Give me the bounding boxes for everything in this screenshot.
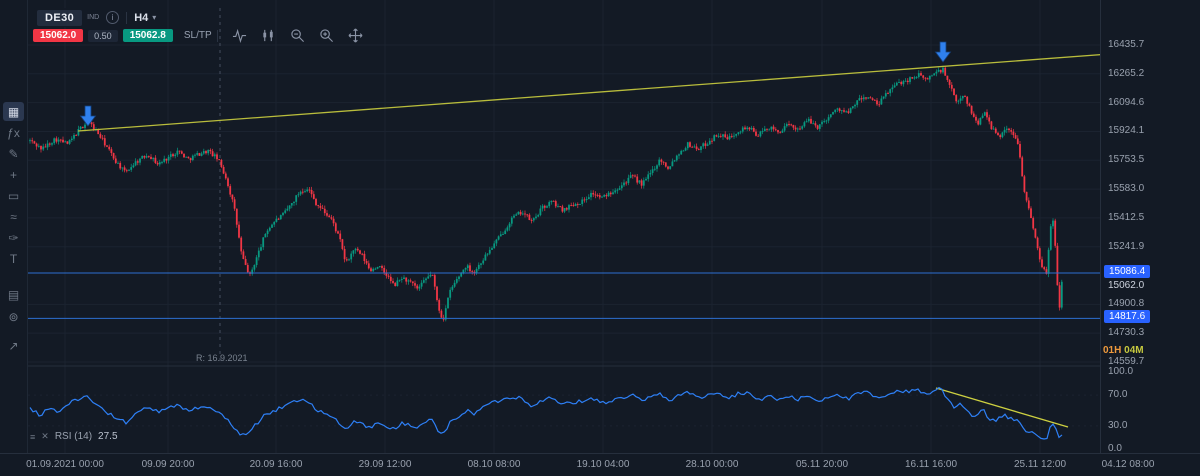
- rsi-tick-label: 70.0: [1108, 389, 1128, 401]
- level-price-label[interactable]: 15086.4: [1104, 265, 1151, 278]
- drawing-toolbar: ▦ ƒx ✎ + ▭ ≈ ✑ T ▤ ⊚ ↗: [0, 0, 28, 453]
- text-tool-icon[interactable]: T: [9, 251, 18, 266]
- candles-icon[interactable]: [261, 28, 276, 43]
- price-tick-label: 15753.5: [1108, 154, 1145, 166]
- pencil-tool-icon[interactable]: ✎: [8, 146, 19, 161]
- rsi-tick-label: 0.0: [1108, 443, 1122, 454]
- indicators-panel-icon[interactable]: ▤: [7, 287, 20, 302]
- price-tick-label: 14730.3: [1108, 327, 1145, 339]
- chart-layout-icon[interactable]: ▦: [3, 102, 24, 121]
- time-tick-label: 16.11 16:00: [904, 459, 958, 470]
- rsi-title-label: RSI (14): [54, 431, 93, 442]
- price-tick-label: 16265.2: [1108, 67, 1145, 79]
- divider: [216, 29, 218, 42]
- rsi-indicator-header: ≡ ✕ RSI (14) 27.5: [30, 431, 118, 442]
- price-tick-label: 14559.7: [1108, 356, 1145, 367]
- crosshair-tool-icon[interactable]: +: [9, 167, 17, 182]
- pan-icon[interactable]: [348, 28, 363, 43]
- price-axis[interactable]: 16435.7 16265.2 16094.6 15924.1 15753.5 15583…: [1100, 0, 1200, 454]
- time-tick-label: 01.09.2021 00:00: [26, 459, 104, 470]
- price-tick-label: 15412.5: [1108, 211, 1145, 223]
- wave-tool-icon[interactable]: ≈: [10, 209, 17, 224]
- countdown-hours: 01H: [1103, 345, 1122, 356]
- pulse-line-icon[interactable]: [232, 28, 247, 43]
- globe-tool-icon[interactable]: ⊚: [8, 309, 19, 324]
- time-tick-label: 28.10 00:00: [685, 459, 739, 470]
- share-tool-icon[interactable]: ↗: [8, 338, 19, 353]
- bar-countdown: 01H 04M: [1103, 345, 1144, 356]
- pen-tool-icon[interactable]: ✑: [8, 230, 19, 245]
- rsi-current-value: 27.5: [98, 431, 118, 442]
- countdown-minutes: 04M: [1124, 345, 1144, 356]
- spread-value: 0.50: [88, 29, 118, 42]
- price-tick-label: 16094.6: [1108, 96, 1145, 108]
- time-tick-label: 04.12 08:00: [1101, 459, 1155, 470]
- time-tick-label: 29.09 12:00: [358, 459, 412, 470]
- date-marker-label: R: 16.9.2021: [196, 353, 248, 363]
- symbol-type-label: IND: [87, 14, 100, 21]
- level-price-label[interactable]: 14817.6: [1104, 310, 1151, 324]
- menu-icon[interactable]: ≡: [30, 431, 36, 442]
- time-tick-label: 19.10 04:00: [576, 459, 630, 470]
- time-tick-label: 09.09 20:00: [141, 459, 195, 470]
- price-tick-label: 14900.8: [1108, 298, 1145, 310]
- current-price-label: 15062.0: [1108, 280, 1145, 292]
- timeframe-selector[interactable]: H4: [134, 11, 149, 24]
- rectangle-tool-icon[interactable]: ▭: [7, 188, 20, 203]
- sell-button[interactable]: 15062.0: [33, 29, 84, 42]
- price-tick-label: 15924.1: [1108, 125, 1145, 137]
- time-tick-label: 20.09 16:00: [249, 459, 303, 470]
- trade-bar: 15062.0 0.50 15062.8 SL/TP: [33, 28, 363, 43]
- zoom-in-icon[interactable]: [319, 28, 334, 43]
- down-arrow-marker[interactable]: [934, 41, 952, 63]
- close-icon[interactable]: ✕: [41, 431, 49, 441]
- price-tick-label: 15583.0: [1108, 183, 1145, 195]
- chevron-down-icon[interactable]: ▾: [152, 13, 157, 22]
- rsi-tick-label: 30.0: [1108, 419, 1128, 431]
- symbol-bar: DE30 IND i H4 ▾: [33, 8, 164, 27]
- fx-indicator-icon[interactable]: ƒx: [7, 125, 20, 140]
- time-tick-label: 08.10 08:00: [467, 459, 521, 470]
- price-tick-label: 15241.9: [1108, 240, 1145, 252]
- info-icon[interactable]: i: [106, 11, 120, 24]
- time-tick-label: 25.11 12:00: [1013, 459, 1067, 470]
- symbol-name[interactable]: DE30: [37, 9, 83, 26]
- rsi-tick-label: 100.0: [1108, 366, 1134, 377]
- time-axis[interactable]: 01.09.2021 00:00 09.09 20:00 20.09 16:00 29…: [0, 453, 1200, 476]
- sltp-button[interactable]: SL/TP: [183, 30, 212, 41]
- down-arrow-marker[interactable]: [79, 105, 97, 127]
- divider: [126, 11, 128, 24]
- zoom-out-icon[interactable]: [290, 28, 305, 43]
- time-tick-label: 05.11 20:00: [795, 459, 849, 470]
- price-tick-label: 16435.7: [1108, 39, 1145, 50]
- buy-button[interactable]: 15062.8: [122, 29, 173, 42]
